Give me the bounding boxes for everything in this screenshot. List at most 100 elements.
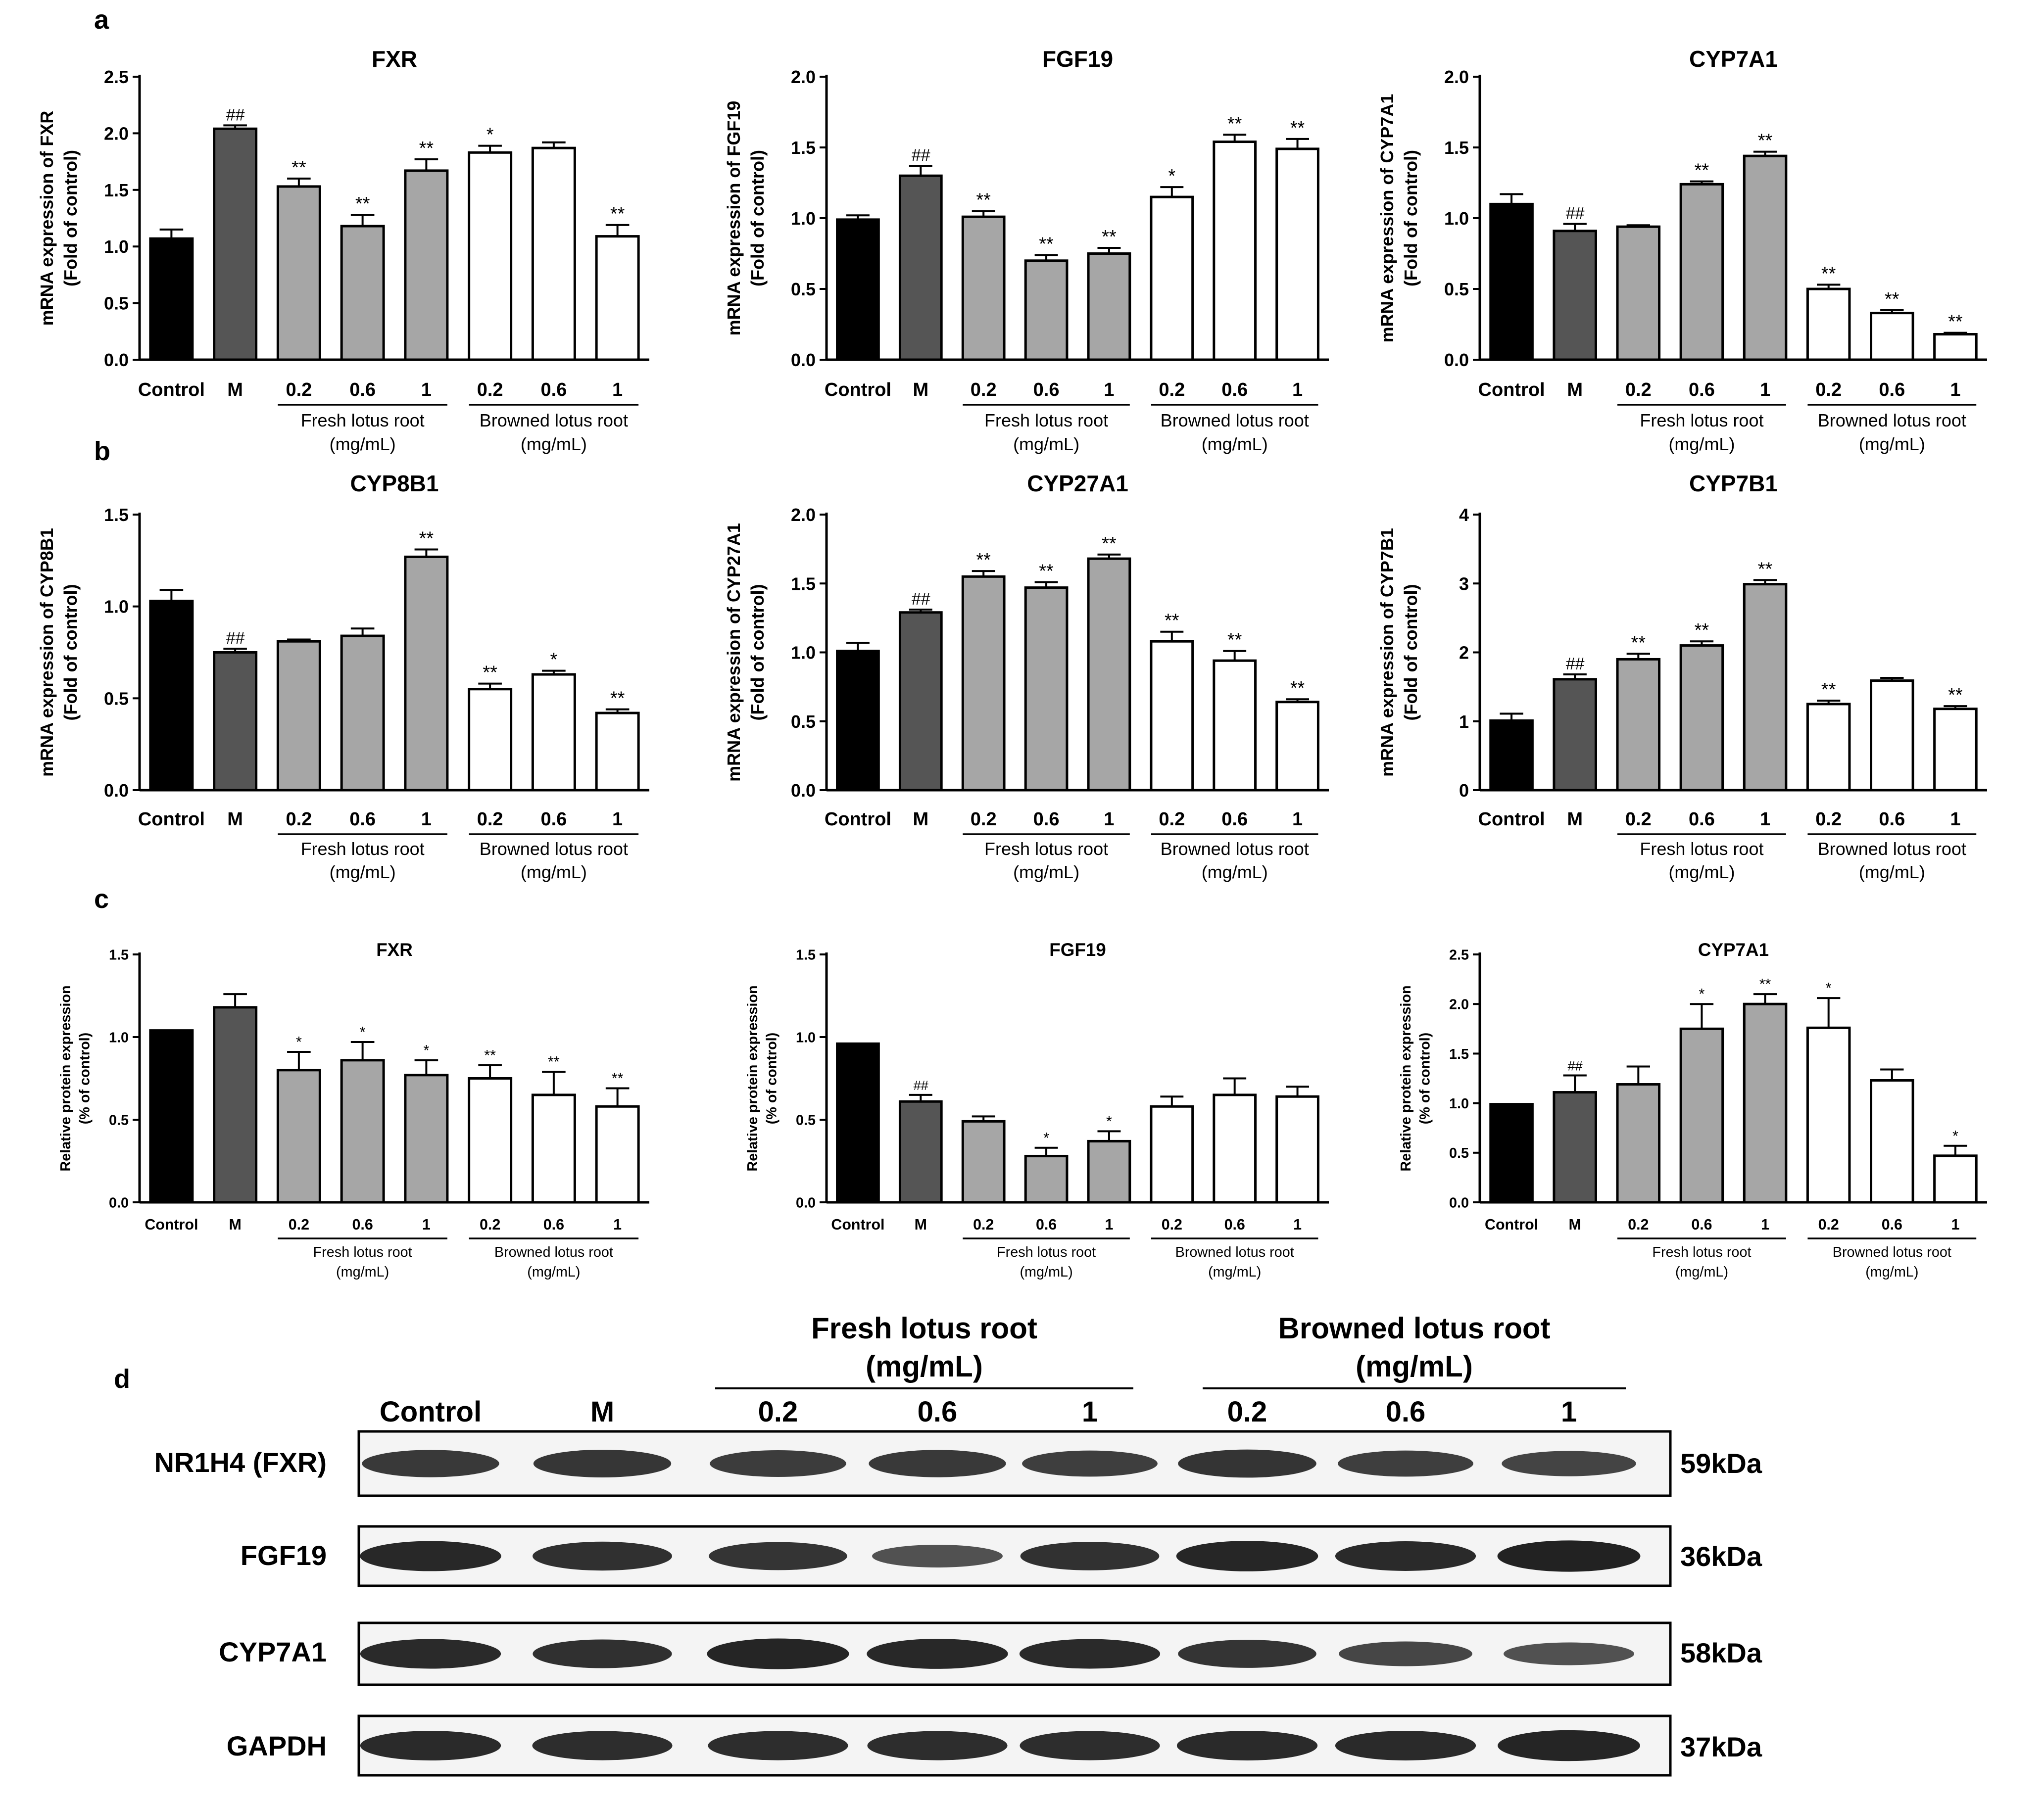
category-label: 0.2 <box>1159 380 1185 400</box>
y-axis-label: (Fold of control) <box>1401 150 1421 286</box>
blot-band <box>1176 1541 1318 1571</box>
blot-band <box>707 1638 849 1669</box>
blot-band <box>1020 1731 1160 1760</box>
chart-title: FGF19 <box>1042 46 1113 72</box>
blot-band <box>1338 1450 1473 1477</box>
bar <box>149 1029 194 1204</box>
y-tick-label: 3 <box>1459 573 1469 594</box>
group-label: (mg/mL) <box>1208 1264 1261 1280</box>
group-label: (mg/mL) <box>521 862 587 882</box>
group-label: Browned lotus root <box>1833 1244 1951 1260</box>
category-label: 1 <box>1950 380 1960 400</box>
bar <box>468 688 513 792</box>
significance-mark: ** <box>1165 611 1179 631</box>
group-label: Fresh lotus root <box>1640 839 1763 859</box>
category-label: 0.2 <box>971 380 997 400</box>
bar <box>276 185 321 361</box>
blot-group-label: (mg/mL) <box>1356 1350 1473 1383</box>
category-label: Control <box>138 809 205 830</box>
blot-row: CYP7A1 58kDa <box>219 1621 1762 1686</box>
blot-band <box>533 1639 672 1668</box>
significance-mark: ** <box>1039 234 1054 254</box>
group-label: Browned lotus root <box>494 1244 613 1260</box>
significance-mark: * <box>1106 1113 1112 1130</box>
category-label: M <box>913 380 928 400</box>
category-label: 1 <box>1104 809 1114 830</box>
category-label: 1 <box>1105 1216 1113 1233</box>
significance-mark: ** <box>1102 533 1117 554</box>
chart-a-1: FXR mRNA expression of FXR (Fold of contro… <box>37 46 649 454</box>
y-axis-label: mRNA expression of CYP8B1 <box>37 528 57 777</box>
chart-title: FXR <box>376 940 413 960</box>
blot-band <box>1497 1540 1641 1572</box>
bar <box>1933 708 1978 792</box>
category-label: 1 <box>1760 380 1770 400</box>
bar <box>1087 1139 1131 1204</box>
bar <box>898 611 943 792</box>
blot-row: NR1H4 (FXR) 59kDa <box>154 1430 1762 1497</box>
category-label: 0.2 <box>973 1216 994 1233</box>
group-label: Browned lotus root <box>480 839 628 859</box>
bar <box>1553 1091 1597 1204</box>
bar <box>1870 312 1914 361</box>
y-tick-label: 0 <box>1459 780 1469 801</box>
y-tick-label: 2.0 <box>791 505 816 525</box>
category-label: 0.2 <box>1625 380 1652 400</box>
bar <box>1150 1105 1194 1204</box>
bar <box>1275 1095 1319 1204</box>
bar <box>595 235 640 361</box>
y-tick-label: 4 <box>1459 505 1469 525</box>
significance-mark: ** <box>976 190 991 211</box>
bar <box>1679 183 1724 361</box>
category-label: 0.6 <box>1036 1216 1057 1233</box>
bar <box>595 1105 640 1204</box>
significance-mark: ** <box>1948 312 1963 332</box>
significance-mark: ## <box>913 1078 928 1093</box>
bar <box>340 1059 385 1204</box>
group-label: Fresh lotus root <box>1640 410 1763 430</box>
y-tick-label: 1.5 <box>1444 138 1469 158</box>
y-tick-label: 2.5 <box>104 67 129 87</box>
category-label: M <box>1567 380 1583 400</box>
significance-mark: ** <box>610 204 625 225</box>
western-blot: Control M 0.2 0.6 1 0.2 0.6 1 Fresh lotus root (m… <box>154 1312 1762 1777</box>
y-tick-label: 0.0 <box>796 1195 816 1211</box>
group-label: Browned lotus root <box>1175 1244 1294 1260</box>
significance-mark: ** <box>548 1053 560 1070</box>
y-axis-label: (% of control) <box>77 1033 93 1125</box>
y-tick-label: 2.0 <box>791 67 816 87</box>
significance-mark: ## <box>226 629 245 648</box>
significance-mark: ** <box>1821 263 1836 284</box>
bar <box>404 1074 449 1204</box>
blot-row: FGF19 36kDa <box>241 1525 1762 1587</box>
bar <box>1087 252 1131 361</box>
panel-label-a: a <box>94 5 109 35</box>
y-tick-label: 1.5 <box>791 573 816 594</box>
blot-band <box>362 1450 499 1477</box>
y-axis-label: (% of control) <box>764 1033 779 1125</box>
group-label: (mg/mL) <box>527 1264 580 1280</box>
y-axis-label: (% of control) <box>1417 1033 1433 1125</box>
chart-title: CYP27A1 <box>1027 471 1128 496</box>
lane-label: M <box>590 1396 614 1428</box>
significance-mark: * <box>423 1042 429 1059</box>
protein-label: FGF19 <box>241 1540 327 1571</box>
category-label: 0.6 <box>1689 809 1715 830</box>
bar <box>1616 225 1661 361</box>
category-label: M <box>915 1216 927 1233</box>
group-label: (mg/mL) <box>1675 1264 1728 1280</box>
blot-band <box>867 1639 1008 1669</box>
category-label: 0.6 <box>1224 1216 1245 1233</box>
lane-label: 0.2 <box>758 1396 798 1428</box>
lane-label: 0.2 <box>1227 1396 1267 1428</box>
blot-group-label: Fresh lotus root <box>811 1312 1037 1345</box>
y-tick-label: 0.5 <box>104 688 129 709</box>
significance-mark: ## <box>911 146 930 165</box>
category-label: 0.2 <box>1815 809 1842 830</box>
bar <box>149 237 194 361</box>
bar <box>531 146 576 361</box>
significance-mark: ** <box>610 688 625 709</box>
group-label: (mg/mL) <box>1202 862 1268 882</box>
category-label: 1 <box>1292 809 1303 830</box>
